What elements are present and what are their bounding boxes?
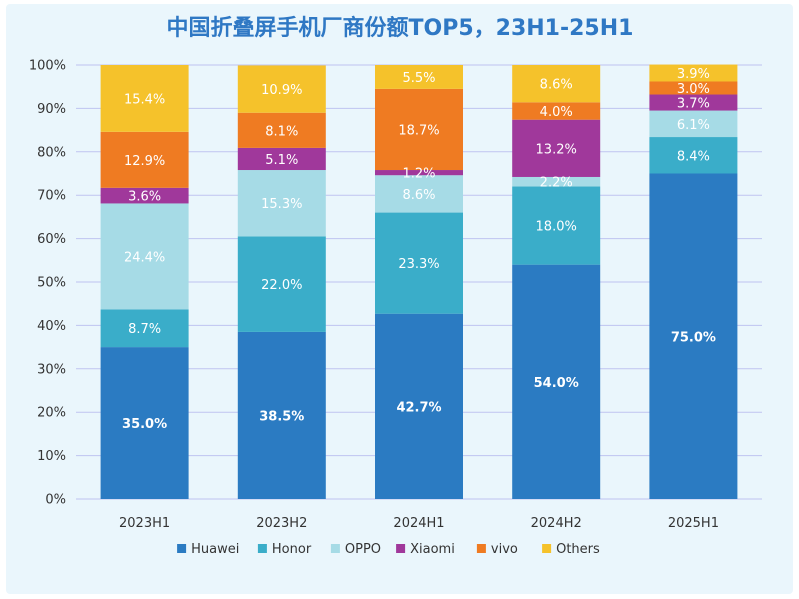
data-label: 75.0% bbox=[671, 330, 716, 345]
data-label: 1.2% bbox=[402, 167, 435, 182]
data-label: 8.1% bbox=[265, 124, 298, 139]
x-tick-label: 2024H1 bbox=[393, 516, 444, 531]
bar-segment bbox=[237, 65, 326, 113]
bar-segment bbox=[375, 313, 463, 499]
legend: Huawei Honor OPPO Xiaomi vivo Others bbox=[177, 542, 600, 557]
bar-segment bbox=[649, 81, 738, 95]
bar-segment bbox=[649, 64, 738, 82]
legend-label: Xiaomi bbox=[410, 542, 455, 557]
data-label: 3.6% bbox=[128, 190, 161, 205]
y-tick-label: 40% bbox=[37, 319, 66, 334]
legend-label: Others bbox=[556, 542, 600, 557]
bar-segment bbox=[375, 212, 463, 314]
legend-swatch bbox=[257, 544, 267, 553]
bar-segment bbox=[512, 102, 601, 120]
x-axis: 2023H1 2023H2 2024H1 2024H2 2025H1 bbox=[119, 516, 719, 531]
bar-segment bbox=[100, 131, 189, 188]
bar-segment bbox=[649, 137, 738, 174]
legend-label: Huawei bbox=[191, 542, 239, 557]
bar-segment bbox=[375, 170, 463, 176]
data-label: 18.0% bbox=[536, 220, 577, 235]
data-label: 13.2% bbox=[536, 142, 577, 157]
bar-segment bbox=[649, 94, 738, 111]
y-tick-label: 100% bbox=[29, 59, 66, 74]
bar-segment bbox=[649, 110, 738, 138]
x-tick-label: 2023H2 bbox=[256, 516, 307, 531]
y-tick-label: 20% bbox=[37, 406, 66, 421]
data-label: 3.7% bbox=[677, 97, 710, 112]
bar-segment bbox=[512, 65, 601, 103]
data-label: 5.1% bbox=[265, 153, 298, 168]
legend-label: Honor bbox=[272, 542, 312, 557]
data-label: 15.4% bbox=[124, 92, 165, 107]
bar-segment bbox=[512, 264, 601, 499]
data-label: 5.5% bbox=[402, 71, 435, 86]
x-tick-label: 2025H1 bbox=[668, 516, 719, 531]
y-tick-label: 10% bbox=[37, 449, 66, 464]
bar-segment bbox=[237, 112, 326, 148]
bar-segment bbox=[237, 170, 326, 237]
data-label: 18.7% bbox=[398, 123, 439, 138]
x-tick-label: 2024H2 bbox=[531, 516, 582, 531]
data-label: 22.0% bbox=[261, 278, 302, 293]
data-label: 38.5% bbox=[259, 409, 304, 424]
bar-segment bbox=[375, 175, 463, 213]
data-labels: 35.0% 8.7% 24.4% 3.6% 12.9% 15.4% 38.5% 22.0% 15… bbox=[122, 67, 716, 432]
bar-segment bbox=[100, 203, 189, 310]
bar-segment bbox=[375, 88, 463, 171]
data-label: 8.6% bbox=[402, 188, 435, 203]
data-label: 24.4% bbox=[124, 250, 165, 265]
legend-swatch bbox=[330, 544, 340, 553]
legend-swatch bbox=[542, 544, 552, 553]
bar-segment bbox=[100, 65, 189, 132]
y-tick-label: 60% bbox=[37, 232, 66, 247]
bar-segment bbox=[237, 147, 326, 171]
bar-segment bbox=[375, 65, 463, 89]
data-label: 10.9% bbox=[261, 83, 302, 98]
y-tick-label: 80% bbox=[37, 145, 66, 160]
bar-segment bbox=[100, 347, 189, 499]
legend-swatch bbox=[396, 544, 406, 553]
data-label: 3.0% bbox=[677, 82, 710, 97]
data-label: 4.0% bbox=[540, 105, 573, 120]
legend-label: OPPO bbox=[345, 542, 381, 557]
data-label: 12.9% bbox=[124, 154, 165, 169]
bar-segment bbox=[100, 309, 189, 348]
y-tick-label: 70% bbox=[37, 189, 66, 204]
data-label: 3.9% bbox=[677, 67, 710, 82]
y-tick-label: 30% bbox=[37, 362, 66, 377]
data-label: 23.3% bbox=[398, 257, 439, 272]
x-tick-label: 2023H1 bbox=[119, 516, 170, 531]
legend-swatch bbox=[177, 544, 187, 553]
bar-segment bbox=[237, 331, 326, 499]
data-label: 54.0% bbox=[534, 376, 579, 391]
bars bbox=[100, 64, 738, 499]
legend-swatch bbox=[476, 544, 486, 553]
chart-title: 中国折叠屏手机厂商份额TOP5，23H1-25H1 bbox=[167, 15, 634, 41]
bar-segment bbox=[100, 187, 189, 204]
bar-segment bbox=[237, 236, 326, 332]
data-label: 2.2% bbox=[540, 176, 573, 191]
data-label: 8.6% bbox=[540, 78, 573, 93]
y-axis: 0% 10% 20% 30% 40% 50% 60% 70% 80% 90% 100% bbox=[29, 59, 66, 508]
data-label: 8.7% bbox=[128, 322, 161, 337]
bar-segment bbox=[649, 173, 738, 499]
data-label: 6.1% bbox=[677, 118, 710, 133]
legend-label: vivo bbox=[491, 542, 518, 557]
bar-segment bbox=[512, 176, 601, 187]
data-label: 35.0% bbox=[122, 417, 167, 432]
data-label: 8.4% bbox=[677, 149, 710, 164]
data-label: 42.7% bbox=[396, 400, 441, 415]
y-tick-label: 90% bbox=[37, 102, 66, 117]
y-tick-label: 0% bbox=[45, 493, 66, 508]
bar-segment bbox=[512, 186, 601, 265]
y-tick-label: 50% bbox=[37, 276, 66, 291]
data-label: 15.3% bbox=[261, 197, 302, 212]
bar-segment bbox=[512, 119, 601, 177]
